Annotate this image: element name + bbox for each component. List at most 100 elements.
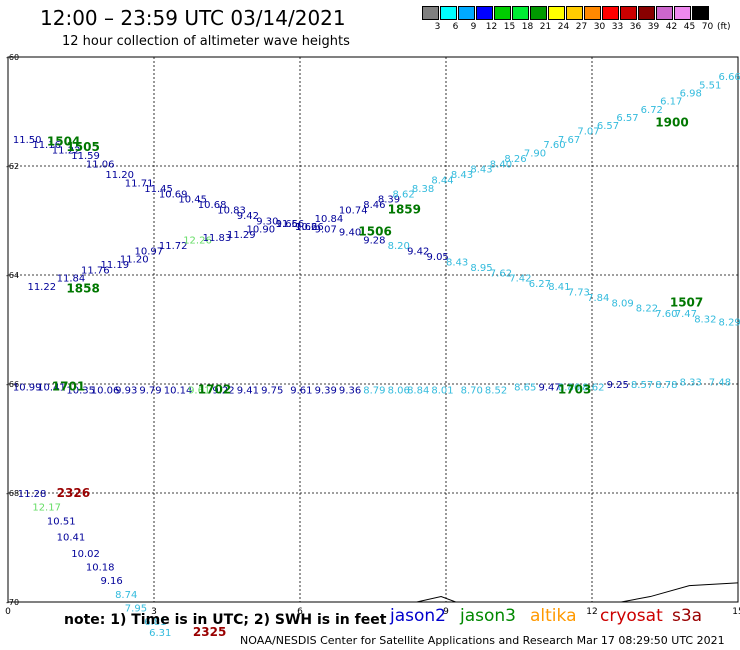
wave-height-label: 11.22: [27, 282, 56, 293]
wave-height-label: 9.22: [212, 385, 234, 396]
colorbar-swatch: [512, 6, 529, 20]
wave-height-label: 11.76: [81, 266, 110, 277]
wave-height-label: 9.25: [607, 380, 629, 391]
pass-time-label: 2326: [57, 486, 90, 500]
wave-height-label: 9.16: [100, 576, 122, 587]
wave-height-label: 11.28: [18, 489, 47, 500]
colorbar-swatch: [620, 6, 637, 20]
wave-height-label: 6.66: [719, 72, 740, 83]
wave-height-label: 9.39: [315, 385, 337, 396]
colorbar-swatch: [422, 6, 439, 20]
colorbar-swatch: [656, 6, 673, 20]
wave-height-label: 6.98: [680, 88, 702, 99]
colorbar-swatch: [602, 6, 619, 20]
colorbar-label: 6: [452, 22, 459, 32]
colorbar-label: 39: [647, 22, 660, 32]
colorbar-swatch: [674, 6, 691, 20]
colorbar-swatch: [440, 6, 457, 20]
wave-height-label: 6.57: [616, 113, 638, 124]
lat-tick-label: -60: [6, 53, 19, 62]
wave-height-label: 6.57: [597, 121, 619, 132]
wave-height-label: 10.14: [164, 385, 193, 396]
wave-height-label: 7.60: [655, 309, 677, 320]
wave-height-label: 9.61: [188, 385, 210, 396]
wave-height-label: 8.52: [485, 385, 507, 396]
wave-height-label: 8.32: [694, 315, 716, 326]
wave-height-label: 7.73: [568, 287, 590, 298]
wave-height-label: 9.07: [315, 225, 337, 236]
wave-height-label: 8.38: [412, 184, 434, 195]
wave-height-label: 9.28: [363, 236, 385, 247]
wave-height-label: 8.22: [636, 304, 658, 315]
wave-height-label: 8.78: [655, 380, 677, 391]
wave-height-label: 6.81: [144, 617, 166, 628]
lon-tick-label: 15: [732, 607, 740, 617]
wave-height-label: 10.68: [198, 200, 227, 211]
wave-height-label: 9.40: [339, 227, 361, 238]
wave-height-label: 11.59: [71, 151, 100, 162]
wave-height-label: 8.39: [378, 195, 400, 206]
wave-height-label: 6.27: [529, 279, 551, 290]
wave-height-label: 10.74: [339, 206, 368, 217]
wave-height-label: 9.75: [261, 385, 283, 396]
colorbar-label: 21: [539, 22, 552, 32]
wave-height-label: 9.41: [237, 385, 259, 396]
wave-height-label: 8.74: [115, 590, 137, 601]
wave-height-label: 9.61: [290, 385, 312, 396]
wave-height-label: 8.41: [548, 282, 570, 293]
wave-height-label: 8.46: [363, 200, 385, 211]
wave-height-label: 8.62: [392, 189, 414, 200]
wave-height-label: 7.60: [543, 140, 565, 151]
wave-height-label: 7.42: [509, 274, 531, 285]
lon-tick-label: 3: [151, 607, 157, 617]
wave-height-label: 8.79: [363, 385, 385, 396]
wave-height-label: 11.71: [125, 178, 154, 189]
colorbar-label: 24: [557, 22, 570, 32]
wave-height-label: 9.66: [295, 222, 317, 233]
colorbar-swatch: [494, 6, 511, 20]
wave-height-labels: 11.5011.1611.2211.5911.0611.2011.7111.45…: [13, 72, 740, 639]
wave-height-label: 10.06: [91, 385, 120, 396]
colorbar-label: 36: [629, 22, 642, 32]
wave-height-label: 11.83: [203, 233, 232, 244]
credit-line: NOAA/NESDIS Center for Satellite Applica…: [240, 634, 725, 647]
pass-time-label: 1859: [388, 203, 421, 217]
wave-height-label: 10.84: [315, 214, 344, 225]
wave-height-label: 9.66: [276, 219, 298, 230]
wave-height-label: 10.26: [295, 222, 324, 233]
wave-height-label: 10.18: [86, 563, 115, 574]
wave-height-label: 11.50: [13, 135, 42, 146]
wave-height-label: 8.62: [582, 383, 604, 394]
colorbar-label: 18: [521, 22, 534, 32]
wave-height-label: 10.45: [178, 195, 207, 206]
wave-height-label: 12.26: [183, 236, 212, 247]
wave-height-label: 11.45: [144, 184, 173, 195]
wave-height-label: 11.20: [105, 170, 134, 181]
wave-height-label: 8.20: [388, 241, 410, 252]
wave-height-label: 7.62: [490, 268, 512, 279]
wave-height-label: 10.99: [13, 383, 42, 394]
axis-labels: -60 -62 -64 -66 -68 -700 3 6 9 12 15: [5, 53, 740, 617]
wave-height-label: 8.43: [446, 257, 468, 268]
wave-height-label: 8.29: [719, 317, 740, 328]
wave-height-label: 11.29: [227, 230, 256, 241]
colorbar-swatch: [530, 6, 547, 20]
wave-height-label: 9.30: [256, 217, 278, 228]
wave-height-label: 6.17: [660, 97, 682, 108]
wave-height-label: 8.70: [461, 385, 483, 396]
colorbar-swatch: [584, 6, 601, 20]
pass-time-label: 1504: [47, 134, 80, 148]
wave-height-label: 11.06: [86, 159, 115, 170]
colorbar-label: 9: [470, 22, 477, 32]
wave-height-label: 5.51: [699, 80, 721, 91]
lon-tick-label: 6: [297, 607, 303, 617]
wave-height-label: 10.41: [57, 533, 86, 544]
footer-note: note: 1) Time is in UTC; 2) SWH is in fe…: [64, 612, 387, 628]
wave-height-label: 8.33: [680, 377, 702, 388]
colorbar-swatch: [476, 6, 493, 20]
colorbar-label: 15: [503, 22, 516, 32]
wave-height-label: 9.47: [538, 383, 560, 394]
colorbar-label: 3: [434, 22, 441, 32]
wave-height-label: 8.43: [470, 165, 492, 176]
